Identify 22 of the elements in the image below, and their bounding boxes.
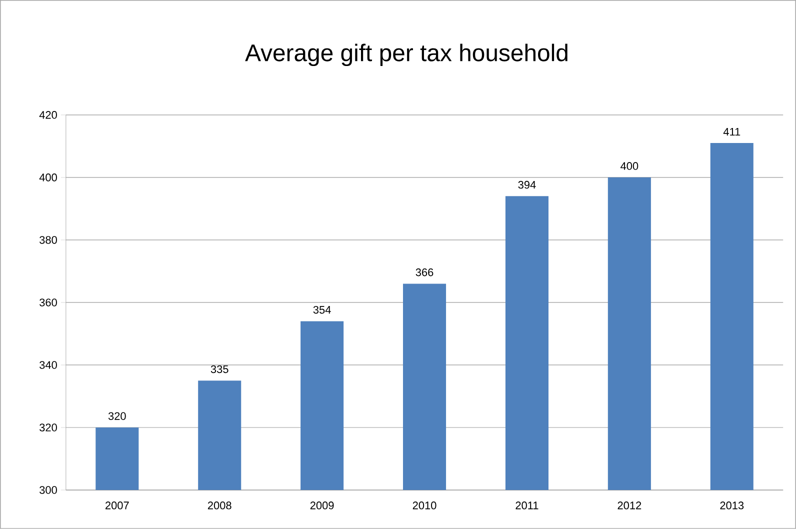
x-tick-label: 2012 (618, 502, 642, 510)
y-tick-label: 380 (40, 236, 57, 244)
data-label: 411 (723, 128, 740, 136)
data-label: 354 (313, 306, 331, 314)
data-label: 320 (108, 412, 126, 420)
y-tick-label: 400 (39, 174, 57, 182)
y-tick-label: 320 (40, 424, 57, 432)
data-label: 335 (210, 365, 228, 374)
x-tick-label: 2011 (516, 502, 538, 510)
x-tick-label: 2013 (720, 502, 744, 510)
y-tick-label: 420 (39, 111, 57, 119)
data-label: 366 (416, 268, 434, 276)
x-tick-label: 2010 (412, 502, 436, 510)
x-tick-label: 2008 (208, 502, 232, 510)
y-tick-label: 360 (40, 298, 57, 306)
x-tick-label: 2007 (106, 502, 129, 510)
data-label: 400 (620, 162, 638, 170)
chart-title: Average gift per tax household (245, 44, 568, 66)
x-tick-label: 2009 (310, 502, 334, 510)
y-tick-label: 300 (40, 486, 57, 494)
data-label: 394 (518, 180, 536, 189)
y-tick-label: 340 (40, 361, 57, 369)
